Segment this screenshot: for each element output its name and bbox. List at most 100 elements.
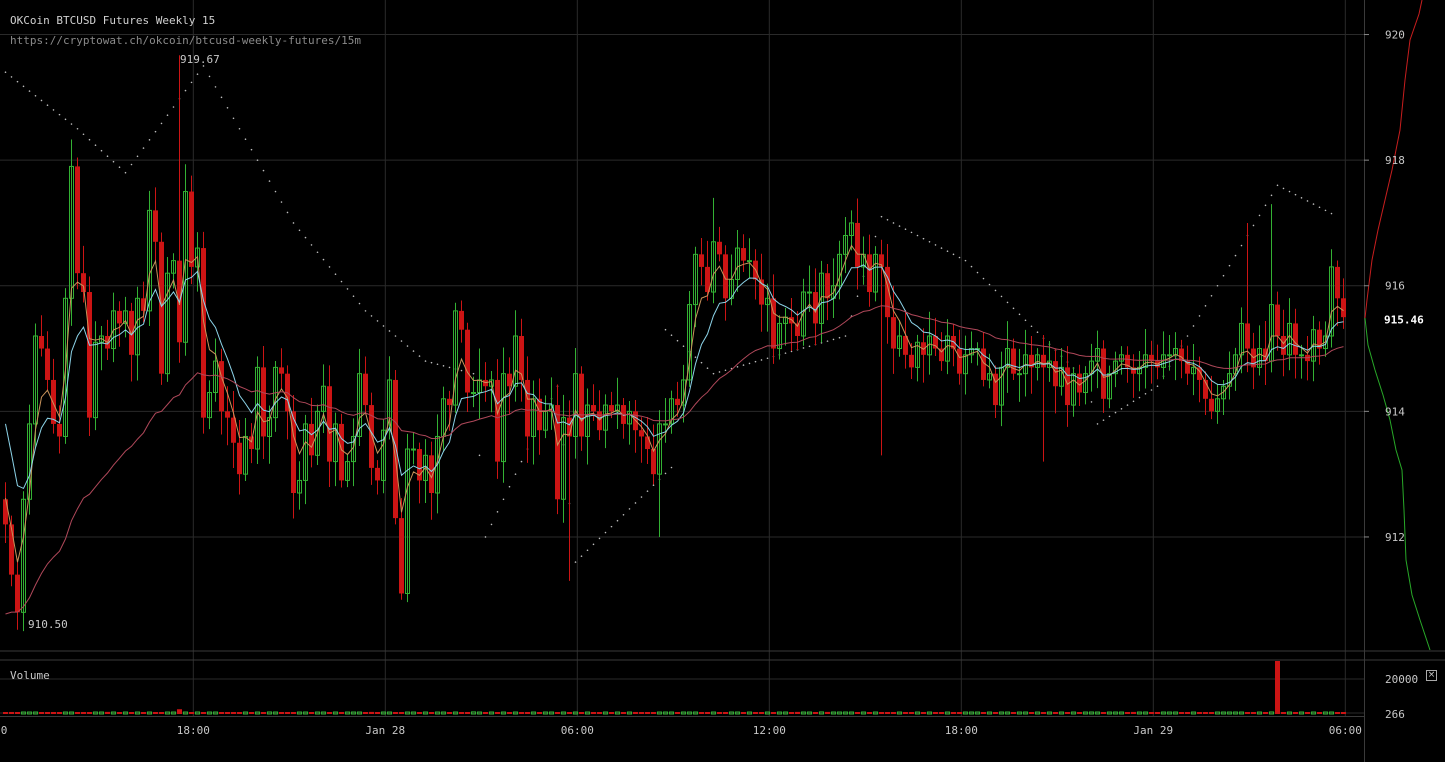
candle-body [1017,373,1022,376]
sar-dot [886,219,889,221]
candle-body [1185,361,1190,374]
sar-dot [1138,396,1141,399]
candle-body [627,410,632,425]
sar-dot [304,236,307,239]
close-icon[interactable]: × [1426,670,1437,681]
candle-body [1143,354,1148,368]
sar-dot [508,485,511,488]
sar-dot [202,65,205,67]
sar-dot [700,361,703,364]
sar-dot [382,325,385,327]
sar-dot [1156,385,1159,388]
candle-body [357,373,362,437]
candle-body [663,423,668,426]
volume-bar [837,711,842,715]
sar-dot [736,366,739,368]
candle-body [1341,298,1346,318]
candle-body [597,411,602,431]
candle-body [225,411,230,418]
candle-body [1011,348,1016,374]
volume-bar [531,711,536,715]
sar-dot [64,118,67,121]
ema-slow-line [5,305,1344,615]
candle-body [735,247,740,280]
x-tick-label: 00 [0,724,7,737]
candle-body [1209,398,1214,412]
candle-body [141,298,146,311]
sar-dot [484,536,487,538]
sar-dot [838,336,841,339]
volume-bar [603,711,608,715]
low-annotation: 910.50 [28,618,68,631]
sar-dot [1108,415,1111,418]
sar-dot [592,543,595,546]
sar-dot [1234,254,1237,257]
volume-bar [861,711,866,715]
volume-bar [753,712,758,714]
candle-body [195,247,200,268]
volume-bar [1149,712,1154,714]
sar-dot [280,201,283,203]
volume-bar [165,711,170,715]
x-tick-label: 18:00 [177,724,210,737]
volume-bar [153,712,158,714]
sar-dot [640,496,643,498]
volume-bar [249,712,254,714]
sar-dot [958,256,961,259]
volume-bar [1197,712,1202,714]
sar-dot [130,163,133,166]
sar-dot [16,80,19,83]
y-tick-label: 914 [1385,405,1405,418]
volume-bar [285,712,290,714]
volume-bar [1173,711,1178,715]
volume-bar [99,711,104,715]
sar-dot [394,335,397,337]
volume-bar [1077,712,1082,714]
candle-body [765,297,770,306]
volume-bar [639,712,644,714]
chart-url[interactable]: https://cryptowat.ch/okcoin/btcusd-weekl… [10,34,361,47]
sar-dot [904,228,907,231]
volume-bar [795,711,800,714]
candle-body [489,379,494,387]
volume-bar [1095,711,1100,715]
candle-body [1311,329,1316,362]
volume-bar [1071,711,1076,715]
candle-body [111,310,116,350]
sar-dot [244,138,247,141]
candle-body [693,253,698,306]
volume-bar [621,712,626,714]
volume-bar [447,712,452,714]
volume-bar [627,711,632,715]
sar-dot [460,369,463,372]
volume-bar [1029,712,1034,714]
sar-dot [1192,325,1195,327]
candle-body [957,348,962,374]
candle-body [1119,354,1124,362]
volume-bar [843,711,848,715]
candle-body [1041,354,1046,368]
candle-body [1221,385,1226,400]
candle-body [75,166,80,274]
candle-body [1101,348,1106,399]
sar-dot [1000,295,1003,298]
volume-bar [405,711,410,715]
candle-body [219,361,224,412]
sar-dot [496,511,499,513]
volume-bar [339,711,344,714]
volume-bar [1137,711,1142,715]
volume-bar [315,711,320,715]
candle-body [813,292,818,324]
candle-body [87,292,92,418]
volume-bar [789,712,794,714]
sar-dot [250,148,253,151]
volume-bar [879,712,884,714]
candle-body [327,386,332,462]
candle-body [309,423,314,456]
sar-dot [10,76,13,78]
volume-bar [777,711,782,715]
volume-bar [927,711,932,715]
volume-bar [39,712,44,714]
